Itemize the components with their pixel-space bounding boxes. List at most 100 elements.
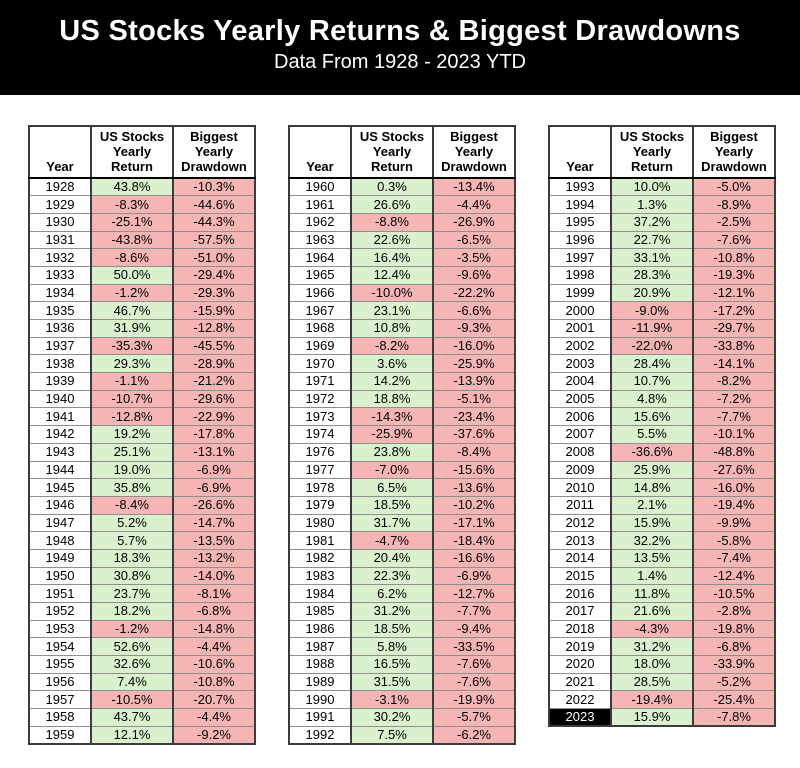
year-cell: 1932 <box>28 248 91 267</box>
year-cell: 2014 <box>548 548 611 568</box>
year-cell: 1942 <box>28 425 91 444</box>
table-row: 1961 26.6% -4.4% <box>288 195 515 214</box>
year-cell: 2007 <box>548 425 611 444</box>
return-cell: 52.6% <box>90 637 173 656</box>
year-cell: 1988 <box>288 655 351 674</box>
table-row: 2000 -9.0% -17.2% <box>548 301 775 320</box>
return-cell: 21.6% <box>610 602 693 621</box>
year-cell: 2000 <box>548 301 611 320</box>
return-cell: 5.7% <box>90 531 173 550</box>
return-cell: 14.2% <box>350 372 433 391</box>
table-row: 2019 31.2% -6.8% <box>548 637 775 656</box>
table-row: 1963 22.6% -6.5% <box>288 230 515 249</box>
return-cell: 1.4% <box>610 566 693 585</box>
return-cell: 16.5% <box>350 655 433 674</box>
year-cell: 1941 <box>28 407 91 426</box>
table-row: 1971 14.2% -13.9% <box>288 372 515 391</box>
table-row: 1947 5.2% -14.7% <box>28 513 255 532</box>
drawdown-cell: -5.0% <box>692 177 775 196</box>
drawdown-cell: -22.2% <box>432 283 515 302</box>
table-row: 1934 -1.2% -29.3% <box>28 283 255 302</box>
return-cell: 10.0% <box>610 177 693 196</box>
drawdown-cell: -57.5% <box>172 230 255 249</box>
table-row: 1995 37.2% -2.5% <box>548 212 775 232</box>
drawdown-cell: -12.7% <box>432 584 515 603</box>
drawdown-cell: -17.1% <box>432 513 515 532</box>
year-cell: 2002 <box>548 336 611 355</box>
return-cell: 33.1% <box>610 248 693 267</box>
year-cell: 2011 <box>548 495 611 515</box>
table-row: 1997 33.1% -10.8% <box>548 248 775 267</box>
drawdown-cell: -8.4% <box>432 442 515 461</box>
returns-table-1960-1992: Year US Stocks Yearly Return Biggest Yearl… <box>288 125 516 745</box>
return-cell: 4.8% <box>610 389 693 408</box>
return-cell: 6.5% <box>350 478 433 497</box>
drawdown-cell: -6.9% <box>172 460 255 479</box>
return-cell: 12.1% <box>90 725 173 744</box>
year-cell: 2015 <box>548 566 611 585</box>
year-cell: 1948 <box>28 531 91 550</box>
drawdown-cell: -18.4% <box>432 531 515 550</box>
table-row: 1959 12.1% -9.2% <box>28 725 255 744</box>
return-cell: 18.5% <box>350 495 433 515</box>
year-cell: 1997 <box>548 248 611 267</box>
year-cell: 1999 <box>548 283 611 302</box>
year-cell: 1961 <box>288 195 351 214</box>
drawdown-cell: -25.9% <box>432 354 515 373</box>
table-row: 2022 -19.4% -25.4% <box>548 690 775 709</box>
return-cell: 20.4% <box>350 548 433 568</box>
drawdown-cell: -19.3% <box>692 265 775 285</box>
return-cell: 43.8% <box>90 177 173 196</box>
table-row: 2008 -36.6% -48.8% <box>548 442 775 461</box>
year-cell: 1947 <box>28 513 91 532</box>
column-header-year: Year <box>548 126 611 179</box>
table-row: 1967 23.1% -6.6% <box>288 301 515 320</box>
return-cell: 25.1% <box>90 442 173 461</box>
table-row: 2009 25.9% -27.6% <box>548 460 775 479</box>
return-cell: -1.1% <box>90 372 173 391</box>
drawdown-cell: -5.1% <box>432 389 515 408</box>
header-row: Year US Stocks Yearly Return Biggest Yearl… <box>28 126 255 179</box>
year-cell: 1930 <box>28 212 91 232</box>
drawdown-cell: -17.8% <box>172 425 255 444</box>
year-cell: 1940 <box>28 389 91 408</box>
table-row: 2002 -22.0% -33.8% <box>548 336 775 355</box>
table-row: 1983 22.3% -6.9% <box>288 566 515 585</box>
table-row: 1939 -1.1% -21.2% <box>28 372 255 391</box>
table-row: 2015 1.4% -12.4% <box>548 566 775 585</box>
drawdown-cell: -6.9% <box>172 478 255 497</box>
table-row: 2020 18.0% -33.9% <box>548 655 775 674</box>
table-row: 1957 -10.5% -20.7% <box>28 690 255 709</box>
table-row: 1958 43.7% -4.4% <box>28 708 255 727</box>
return-cell: -8.4% <box>90 495 173 515</box>
year-cell: 2017 <box>548 602 611 621</box>
year-cell: 1992 <box>288 725 351 744</box>
drawdown-cell: -29.3% <box>172 283 255 302</box>
return-cell: 43.7% <box>90 708 173 727</box>
table-row: 1950 30.8% -14.0% <box>28 566 255 585</box>
year-cell: 1972 <box>288 389 351 408</box>
return-cell: -8.8% <box>350 212 433 232</box>
drawdown-cell: -29.4% <box>172 265 255 285</box>
return-cell: -12.8% <box>90 407 173 426</box>
year-cell: 1989 <box>288 672 351 691</box>
drawdown-cell: -26.9% <box>432 212 515 232</box>
table-row: 1932 -8.6% -51.0% <box>28 248 255 267</box>
drawdown-cell: -44.6% <box>172 195 255 214</box>
return-cell: 31.2% <box>350 602 433 621</box>
table-row: 1964 16.4% -3.5% <box>288 248 515 267</box>
year-cell: 1931 <box>28 230 91 249</box>
year-cell: 1977 <box>288 460 351 479</box>
year-cell: 1945 <box>28 478 91 497</box>
year-cell: 1983 <box>288 566 351 585</box>
drawdown-cell: -13.1% <box>172 442 255 461</box>
drawdown-cell: -6.9% <box>432 566 515 585</box>
table-row: 1994 1.3% -8.9% <box>548 195 775 214</box>
table-row: 2012 15.9% -9.9% <box>548 513 775 532</box>
year-cell: 2005 <box>548 389 611 408</box>
drawdown-cell: -5.8% <box>692 531 775 550</box>
year-cell: 1936 <box>28 319 91 338</box>
return-cell: -35.3% <box>90 336 173 355</box>
year-cell: 1955 <box>28 655 91 674</box>
table-row: 2014 13.5% -7.4% <box>548 548 775 568</box>
